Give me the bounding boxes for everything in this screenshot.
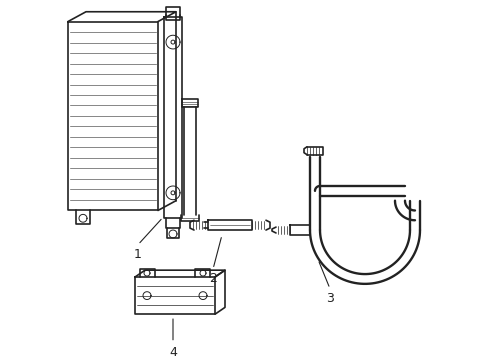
Text: 1: 1 xyxy=(134,248,142,261)
Text: 3: 3 xyxy=(326,292,334,305)
Text: 4: 4 xyxy=(169,346,177,359)
Text: 2: 2 xyxy=(209,272,217,285)
